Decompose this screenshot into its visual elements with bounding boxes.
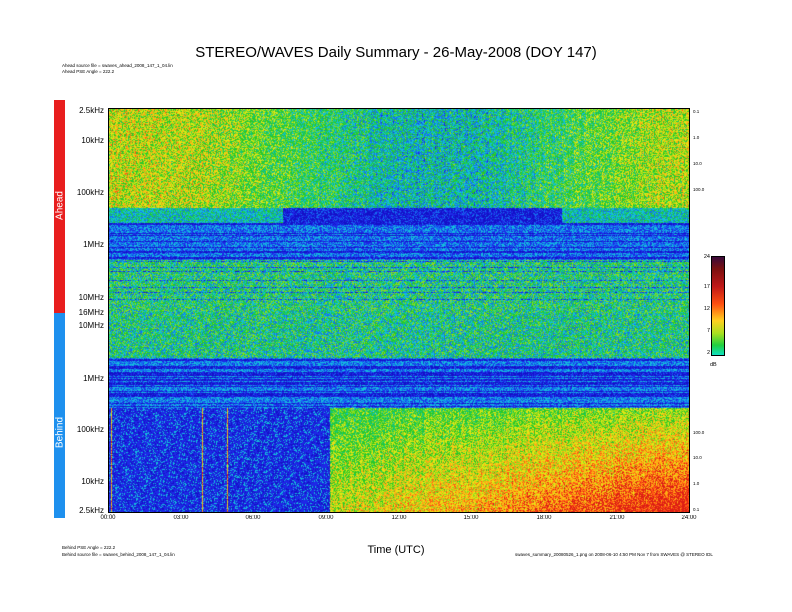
x-tick: 06:00 [245,515,261,521]
ahead-ytick: 10MHz [78,293,104,302]
ahead-source-line: Ahead source file = swaves_ahead_2008_14… [62,63,173,68]
ahead-pse-line: Ahead PSE Angle = 222.2 [62,69,115,74]
ahead-bar [54,100,65,313]
behind-ytick: 100kHz [76,425,104,434]
ahead-label: Ahead [54,191,66,220]
x-tick: 00:00 [100,515,116,521]
behind-ytick: 10MHz [78,321,104,330]
colorbar-tick: 2 [706,350,710,356]
behind-ytick: 10kHz [81,477,104,486]
ahead-right-tick: 1.0 [693,135,700,140]
x-tick: 09:00 [318,515,334,521]
x-tick: 24:00 [681,515,697,521]
colorbar-tick: 7 [706,328,710,334]
ahead-ytick: 2.5kHz [79,106,104,115]
behind-ytick: 2.5kHz [79,506,104,515]
behind-bar [54,313,65,518]
plot-frame [108,108,690,513]
behind-pse-line: Behind PSE Angle = 222.2 [62,545,116,550]
colorbar [711,256,725,356]
ahead-ytick: 16MHz [78,308,104,317]
colorbar-tick: 24 [703,254,710,260]
x-axis-label: Time (UTC) [367,544,425,556]
behind-right-tick: 1.0 [693,481,700,486]
ahead-ytick: 1MHz [83,240,104,249]
footer-right-line: swaves_summary_20080526_1.png on 2008-06… [515,552,713,557]
x-tick: 18:00 [536,515,552,521]
ahead-right-tick: 100.0 [693,187,705,192]
ahead-ytick: 10kHz [81,136,104,145]
ahead-right-tick: 10.0 [693,161,702,166]
ahead-ytick: 100kHz [76,188,104,197]
ahead-right-tick: 0.1 [693,109,700,114]
x-tick: 21:00 [609,515,625,521]
colorbar-unit: dB [710,362,717,368]
colorbar-tick: 12 [703,306,710,312]
behind-source-line: Behind source file = swaves_behind_2008_… [62,552,175,557]
behind-right-tick: 10.0 [693,455,702,460]
page-title: STEREO/WAVES Daily Summary - 26-May-2008… [195,44,597,61]
x-tick: 15:00 [463,515,479,521]
x-tick: 03:00 [173,515,189,521]
x-tick: 12:00 [391,515,407,521]
spectrogram-heatmap [108,108,690,513]
behind-ytick: 1MHz [83,374,104,383]
colorbar-tick: 17 [703,284,710,290]
behind-right-tick: 0.1 [693,507,700,512]
behind-right-tick: 100.0 [693,430,705,435]
